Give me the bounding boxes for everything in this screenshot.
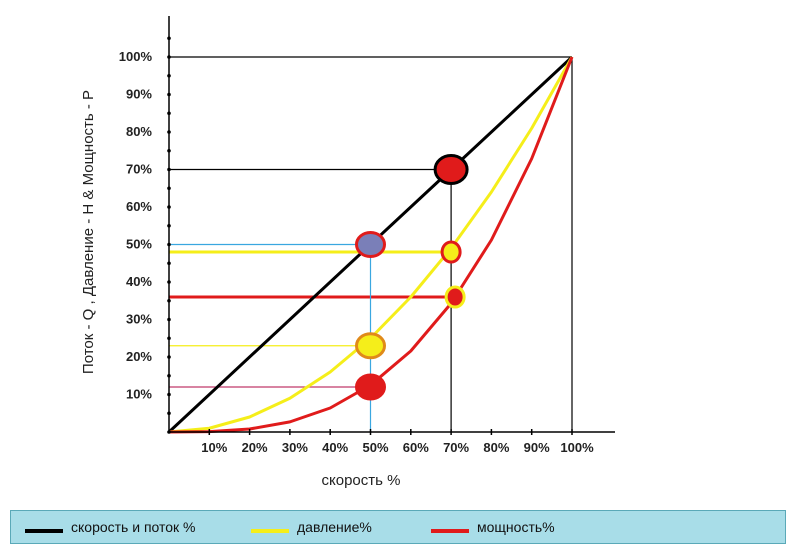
legend-label-flow: скорость и поток % [71,519,196,535]
y-tick-mark [167,73,171,78]
y-tick-label: 80% [126,124,152,139]
data-marker [444,285,466,309]
legend: скорость и поток % давление% мощность% [10,510,786,544]
y-tick-label: 90% [126,87,152,102]
y-tick-mark [167,373,171,378]
y-tick-mark [167,148,171,153]
x-tick-label: 80% [483,440,509,455]
y-tick-mark [167,223,171,228]
y-tick-label: 60% [126,199,152,214]
x-tick-label: 90% [524,440,550,455]
y-axis-title: Поток - Q , Давление - H & Мощность - P [80,90,97,374]
y-tick-mark [167,111,171,116]
legend-item-power: мощность% [431,519,555,535]
chart: 10% 20% 30% 40% 50% 60% 70% 80% 90% 100% 10% 20% 30%… [80,16,615,489]
legend-label-pressure: давление% [297,519,372,535]
y-tick-mark [167,336,171,341]
y-tick-label: 20% [126,349,152,364]
x-tick-label: 30% [282,440,308,455]
data-markers [355,154,469,401]
data-marker [440,240,462,264]
x-tick-label: 10% [201,440,227,455]
y-tick-mark [167,92,171,97]
y-tick-label: 40% [126,274,152,289]
x-tick-label: 20% [242,440,268,455]
legend-label-power: мощность% [477,519,555,535]
legend-item-pressure: давление% [251,519,372,535]
x-tick-label: 100% [560,440,594,455]
y-tick-mark [167,186,171,191]
y-tick-mark [167,261,171,266]
legend-item-flow: скорость и поток % [25,519,196,535]
y-tick-label: 30% [126,312,152,327]
series-line-flow [167,55,574,434]
reference-lines [169,56,573,432]
y-tick-mark [167,36,171,41]
x-tick-label: 50% [362,440,388,455]
y-tick-mark [167,411,171,416]
legend-swatch-power [431,529,469,533]
x-tick-label: 70% [443,440,469,455]
x-tick-label: 40% [322,440,348,455]
y-tick-label: 70% [126,162,152,177]
y-tick-mark [167,55,171,59]
data-marker [355,332,386,360]
tick-labels: 10% 20% 30% 40% 50% 60% 70% 80% 90% 100% 10% 20% 30%… [119,49,594,455]
axes [167,16,615,435]
y-tick-mark [167,130,171,134]
y-tick-mark [167,167,171,172]
y-tick-mark [167,205,171,209]
y-tick-mark [167,242,171,247]
y-tick-mark [167,355,171,359]
y-tick-mark [167,430,171,434]
data-marker [355,373,386,401]
x-axis-title: скорость % [322,472,401,489]
y-tick-mark [167,280,171,284]
legend-swatch-pressure [251,529,289,533]
legend-swatch-flow [25,529,63,533]
y-tick-mark [167,392,171,397]
y-tick-mark [167,298,171,303]
y-tick-label: 50% [126,237,152,252]
y-tick-mark [167,317,171,322]
x-tick-label: 60% [403,440,429,455]
y-tick-label: 100% [119,49,153,64]
y-tick-label: 10% [126,387,152,402]
data-marker [433,154,469,185]
data-marker [355,231,386,258]
